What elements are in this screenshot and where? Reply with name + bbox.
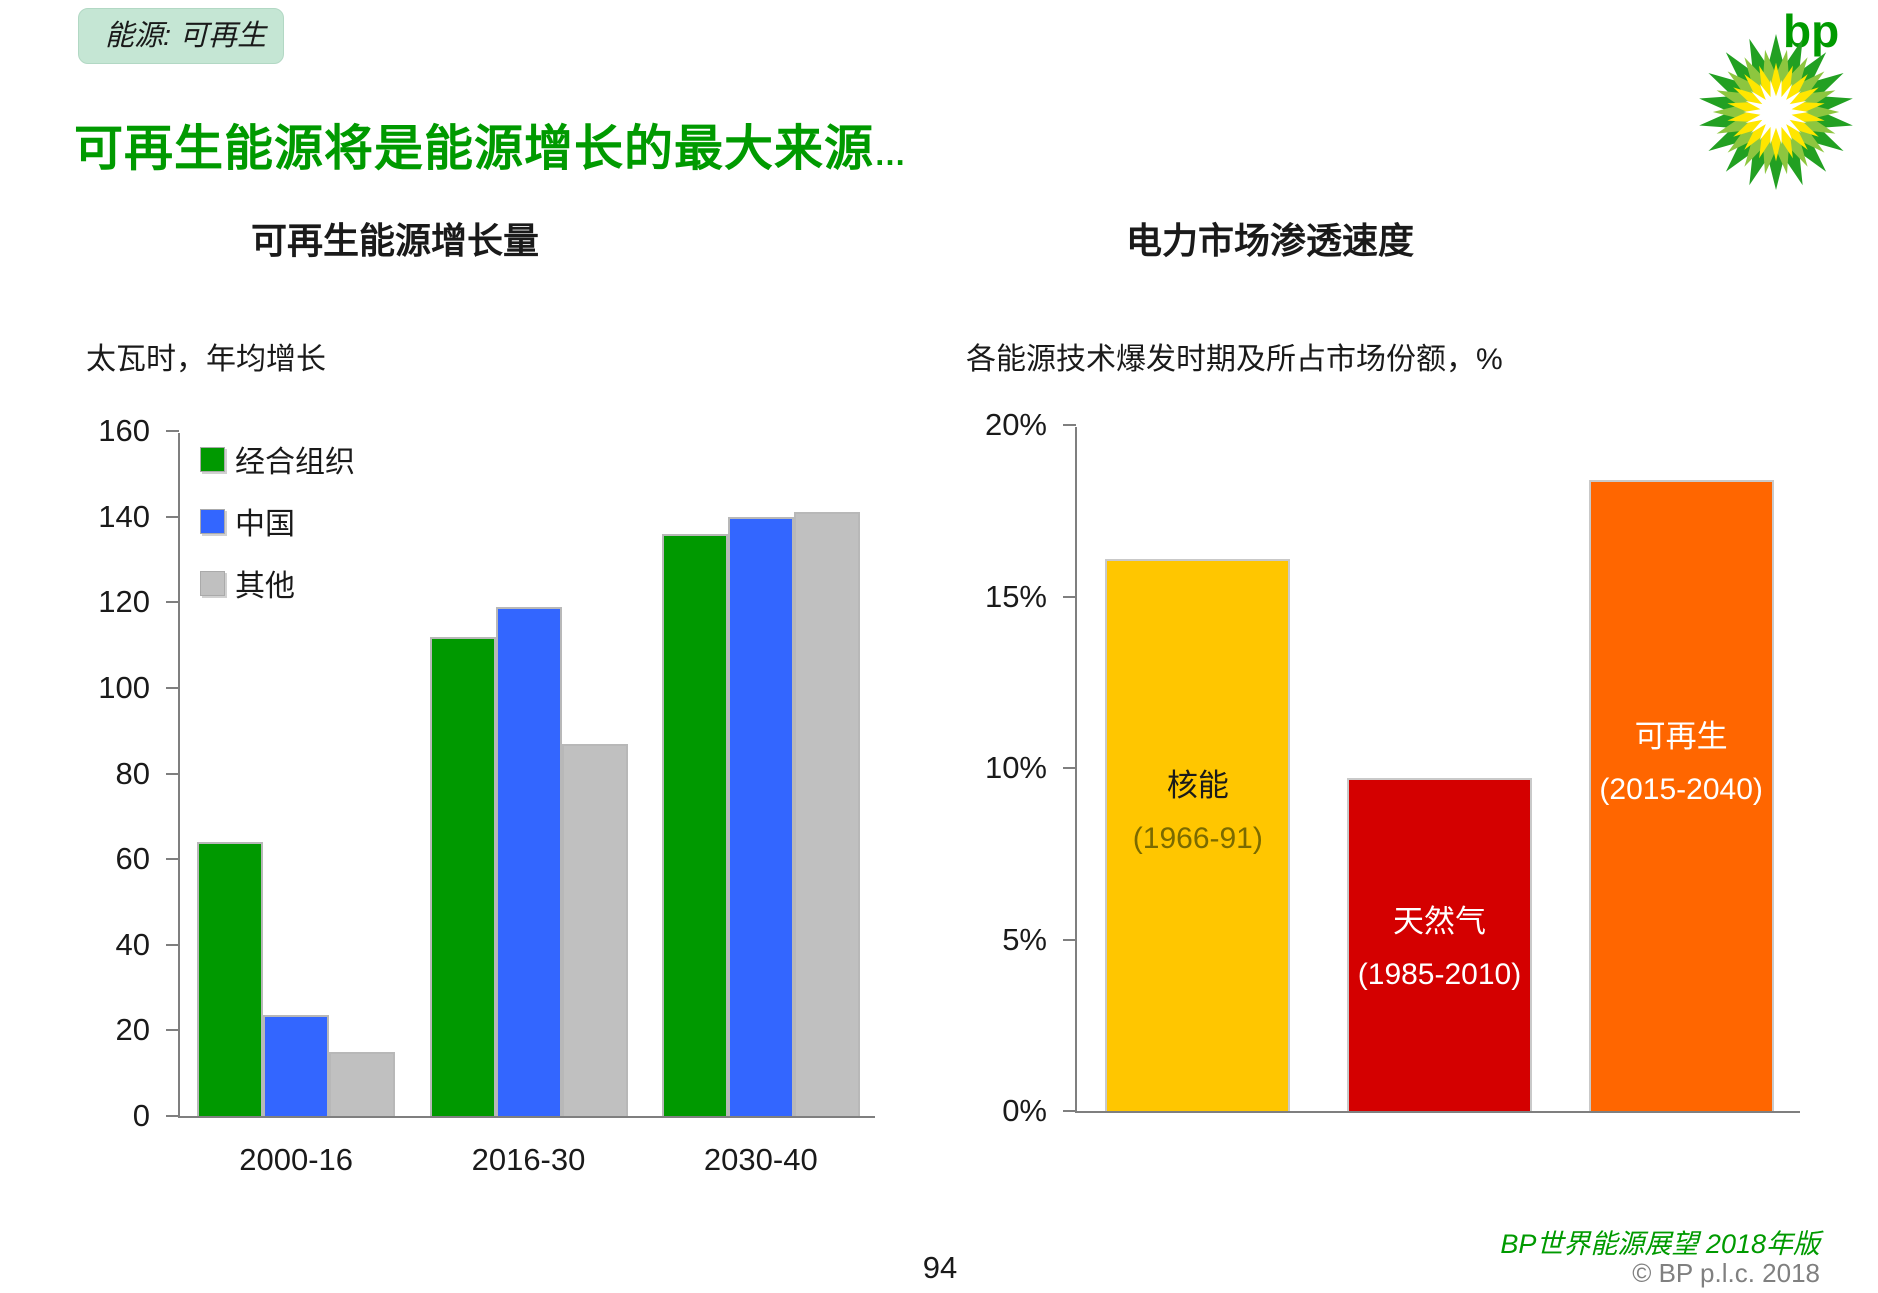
right-chart-ylabel: 各能源技术爆发时期及所占市场份额，% bbox=[966, 343, 1503, 376]
y-axis-tick-label: 0% bbox=[1002, 1093, 1047, 1128]
y-axis-tick bbox=[166, 943, 179, 946]
legend-item-china: 中国 bbox=[200, 507, 355, 541]
y-axis-tick-label: 10% bbox=[984, 750, 1047, 785]
bar-period-gas: (1985-2010) bbox=[1357, 957, 1522, 991]
slide-title-ellipsis: … bbox=[874, 135, 910, 172]
bar-other-2030-40 bbox=[793, 512, 860, 1116]
right-chart-plot: 0% 5% 10% 15% 20% 核能 (1966-91) 天然气 (1985-2010) 可再… bbox=[985, 408, 1800, 1128]
bar-china-2000-16 bbox=[263, 1015, 330, 1116]
bar-oecd-2016-30 bbox=[429, 636, 496, 1116]
x-axis-label-2016-30: 2016-30 bbox=[471, 1142, 586, 1177]
left-chart-ylabel: 太瓦时，年均增长 bbox=[86, 343, 326, 376]
bar-other-2016-30 bbox=[561, 743, 628, 1116]
legend-item-oecd: 经合组织 bbox=[200, 445, 355, 479]
y-axis-tick-label: 5% bbox=[1002, 921, 1047, 957]
y-axis-tick bbox=[166, 430, 179, 432]
footer-brand-line: BP世界能源展望 2018年版 bbox=[1500, 1229, 1820, 1259]
y-axis-tick bbox=[166, 601, 179, 604]
slide-title-text: 可再生能源将是能源增长的最大来源 bbox=[74, 121, 875, 176]
bar-nuclear: 核能 (1966-91) bbox=[1105, 558, 1291, 1111]
y-axis-tick bbox=[166, 1029, 179, 1032]
y-axis-tick-label: 160 bbox=[98, 413, 150, 448]
y-axis-tick bbox=[1063, 424, 1076, 426]
legend-swatch-china bbox=[200, 508, 225, 534]
y-axis-tick-label: 40 bbox=[115, 926, 150, 962]
y-axis-tick bbox=[166, 1115, 179, 1117]
bar-china-2016-30 bbox=[495, 606, 562, 1116]
x-axis-label-2000-16: 2000-16 bbox=[239, 1142, 354, 1177]
y-axis-tick-label: 120 bbox=[98, 584, 150, 620]
bar-oecd-2030-40 bbox=[661, 533, 728, 1116]
y-axis-tick-label: 20% bbox=[984, 407, 1047, 442]
bar-oecd-2000-16 bbox=[197, 842, 264, 1116]
legend-swatch-other bbox=[200, 570, 225, 596]
y-axis-tick bbox=[166, 515, 179, 518]
left-chart-plot: 0 20 40 60 80 100 120 140 160 2000-16 2016-30 2030-… bbox=[98, 414, 875, 1177]
helios-layer bbox=[1743, 79, 1809, 145]
y-axis-tick bbox=[1063, 767, 1076, 769]
y-axis-tick bbox=[1063, 938, 1076, 941]
bar-label-nuclear: 核能 bbox=[1166, 767, 1229, 803]
y-axis-tick bbox=[166, 858, 179, 861]
bp-helios-icon bbox=[1699, 33, 1853, 191]
legend-item-other: 其他 bbox=[200, 569, 355, 603]
bp-logo-text: bp bbox=[1783, 5, 1840, 57]
bar-label-renewables: 可再生 bbox=[1634, 718, 1728, 754]
category-badge: 能源: 可再生 bbox=[78, 8, 284, 64]
bar-other-2000-16 bbox=[329, 1051, 396, 1116]
x-axis-label-2030-40: 2030-40 bbox=[703, 1142, 818, 1177]
bar-china-2030-40 bbox=[727, 516, 794, 1116]
footer-copyright: © BP p.l.c. 2018 bbox=[1632, 1258, 1820, 1288]
y-axis-tick-label: 0 bbox=[132, 1098, 150, 1133]
bar-renewables: 可再生 (2015-2040) bbox=[1588, 479, 1774, 1111]
y-axis-tick bbox=[1063, 595, 1076, 598]
y-axis-tick-label: 60 bbox=[115, 841, 150, 877]
legend-label-china: 中国 bbox=[235, 508, 295, 541]
legend-label-other: 其他 bbox=[235, 570, 295, 603]
y-axis-tick-label: 80 bbox=[115, 755, 150, 791]
y-axis-tick bbox=[166, 772, 179, 775]
y-axis-tick bbox=[1063, 1110, 1076, 1112]
y-axis-tick-label: 20 bbox=[115, 1012, 150, 1048]
bar-period-renewables: (2015-2040) bbox=[1599, 772, 1763, 806]
bar-label-gas: 天然气 bbox=[1393, 903, 1486, 939]
right-chart-title: 电力市场渗透速度 bbox=[1125, 220, 1414, 261]
y-axis-tick-label: 140 bbox=[98, 498, 150, 534]
slide-title: 可再生能源将是能源增长的最大来源… bbox=[74, 109, 909, 180]
left-chart-title: 可再生能源增长量 bbox=[250, 220, 539, 261]
bar-label-block-renewables: 可再生 (2015-2040) bbox=[1591, 721, 1772, 805]
page-number: 94 bbox=[922, 1250, 958, 1285]
bar-gas: 天然气 (1985-2010) bbox=[1347, 778, 1532, 1111]
y-axis-tick bbox=[166, 686, 179, 689]
y-axis-tick-label: 100 bbox=[98, 669, 150, 705]
bar-label-block-gas: 天然气 (1985-2010) bbox=[1349, 906, 1530, 990]
bar-label-block-nuclear: 核能 (1966-91) bbox=[1107, 770, 1288, 854]
legend-swatch-oecd bbox=[200, 446, 225, 472]
y-axis-tick-label: 15% bbox=[984, 578, 1047, 614]
legend: 经合组织 中国 其他 bbox=[200, 445, 355, 631]
bar-period-nuclear: (1966-91) bbox=[1132, 821, 1263, 855]
legend-label-oecd: 经合组织 bbox=[235, 446, 355, 479]
